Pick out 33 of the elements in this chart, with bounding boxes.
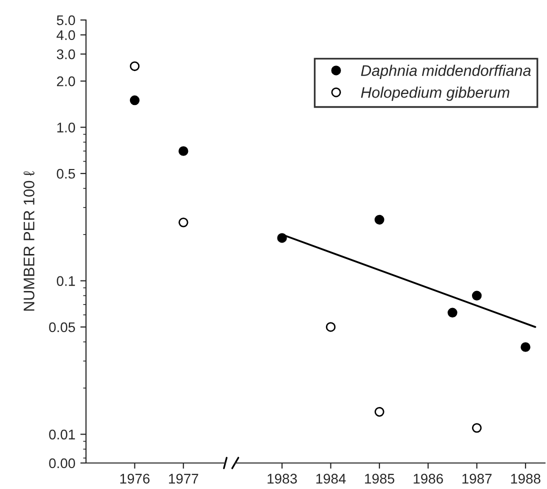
x-tick-label: 1987 (462, 474, 492, 484)
y-tick-label: 2.0 (56, 76, 76, 86)
y-tick-label: 5.0 (56, 15, 76, 26)
point (130, 61, 140, 72)
x-tick-label: 1988 (511, 474, 540, 484)
point (520, 342, 530, 352)
point (472, 290, 482, 301)
x-tick-label: 1983 (268, 474, 297, 484)
point (448, 308, 458, 318)
y-tick-label: 0.5 (56, 168, 76, 179)
x-tick-label: 1984 (316, 474, 346, 484)
legend-label: Daphnia middendorffiana (361, 64, 531, 79)
y-tick-label: 0.01 (49, 430, 75, 440)
point (472, 423, 482, 433)
point (326, 322, 336, 332)
point (178, 218, 188, 228)
x-tick-label: 1976 (120, 474, 150, 484)
y-tick-label: 0.1 (56, 276, 75, 286)
y-tick-label: 3.0 (56, 49, 76, 60)
y-axis-title: NUMBER PER 100 ℓ (24, 171, 34, 311)
y-tick-label: 0.05 (49, 322, 76, 332)
y-tick-label: 1.0 (57, 122, 76, 132)
point (374, 214, 384, 225)
point (374, 406, 384, 417)
legend-label: Holopedium gibberum (361, 86, 510, 101)
point (178, 146, 188, 156)
x-tick-label: 1985 (365, 474, 394, 484)
x-tick-label: 1986 (414, 474, 443, 484)
x-tick-label: 1977 (169, 474, 198, 484)
y-tick-label: 0.00 (49, 458, 76, 468)
point (277, 233, 287, 243)
point (130, 95, 140, 106)
y-tick-label: 4.0 (56, 30, 76, 40)
